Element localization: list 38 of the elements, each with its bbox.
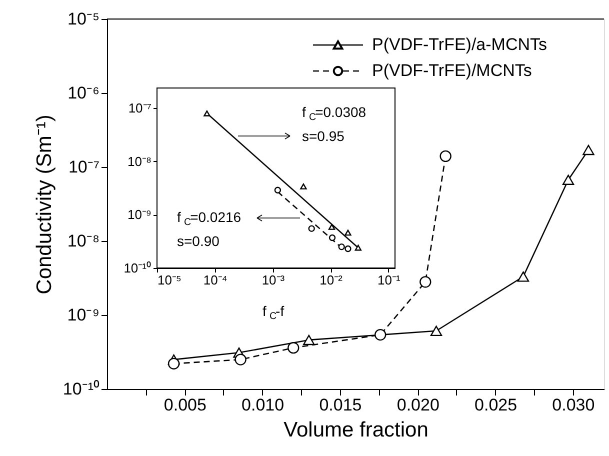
x-tick-label: 10⁻² [320,272,344,288]
point [303,334,315,346]
y-tick-label: 10⁻⁸ [128,154,152,169]
x-tick-label: 0.020 [396,396,440,414]
x-tick-label: 0.025 [474,396,518,414]
point [420,276,432,288]
y-tick-label: 10⁻⁷ [68,158,100,176]
x-tick-label: 0.015 [319,396,362,414]
point [234,354,246,366]
x-tick-label: 0.005 [164,396,206,414]
y-tick-label: 10⁻¹⁰ [124,260,152,276]
point [440,150,452,162]
annotation: s=0.90 [177,233,220,249]
point [562,174,574,186]
point [288,342,300,354]
x-tick-label: 0.010 [242,396,284,414]
x-tick-label: 10⁻⁴ [203,272,228,288]
x-tick-label: 10⁻³ [262,272,286,288]
annotation: s=0.95 [302,128,345,144]
legend-label: P(VDF-TrFE)/MCNTs [372,61,532,80]
point [374,328,386,341]
point [168,358,180,370]
y-tick-label: 10⁻⁸ [67,232,100,250]
x-axis-title: Volume fraction [284,418,428,442]
y-tick-label: 10⁻⁹ [127,207,152,222]
y-tick-label: 10⁻¹⁰ [62,380,100,398]
legend-label: P(VDF-TrFE)/a-MCNTs [372,35,548,54]
y-tick-label: 10⁻⁹ [67,306,100,324]
y-axis-title: Conductivity (Sm⁻¹) [32,114,56,294]
x-tick-label: 10⁻¹ [378,272,401,288]
y-tick-label: 10⁻⁷ [128,100,152,116]
x-tick-label: 0.030 [552,396,595,414]
y-tick-label: 10⁻⁶ [68,84,100,102]
point [582,144,594,156]
point [517,271,530,282]
y-tick-label: 10⁻⁵ [68,10,100,28]
x-tick-label: 10⁻⁵ [158,272,182,288]
point [430,326,442,336]
